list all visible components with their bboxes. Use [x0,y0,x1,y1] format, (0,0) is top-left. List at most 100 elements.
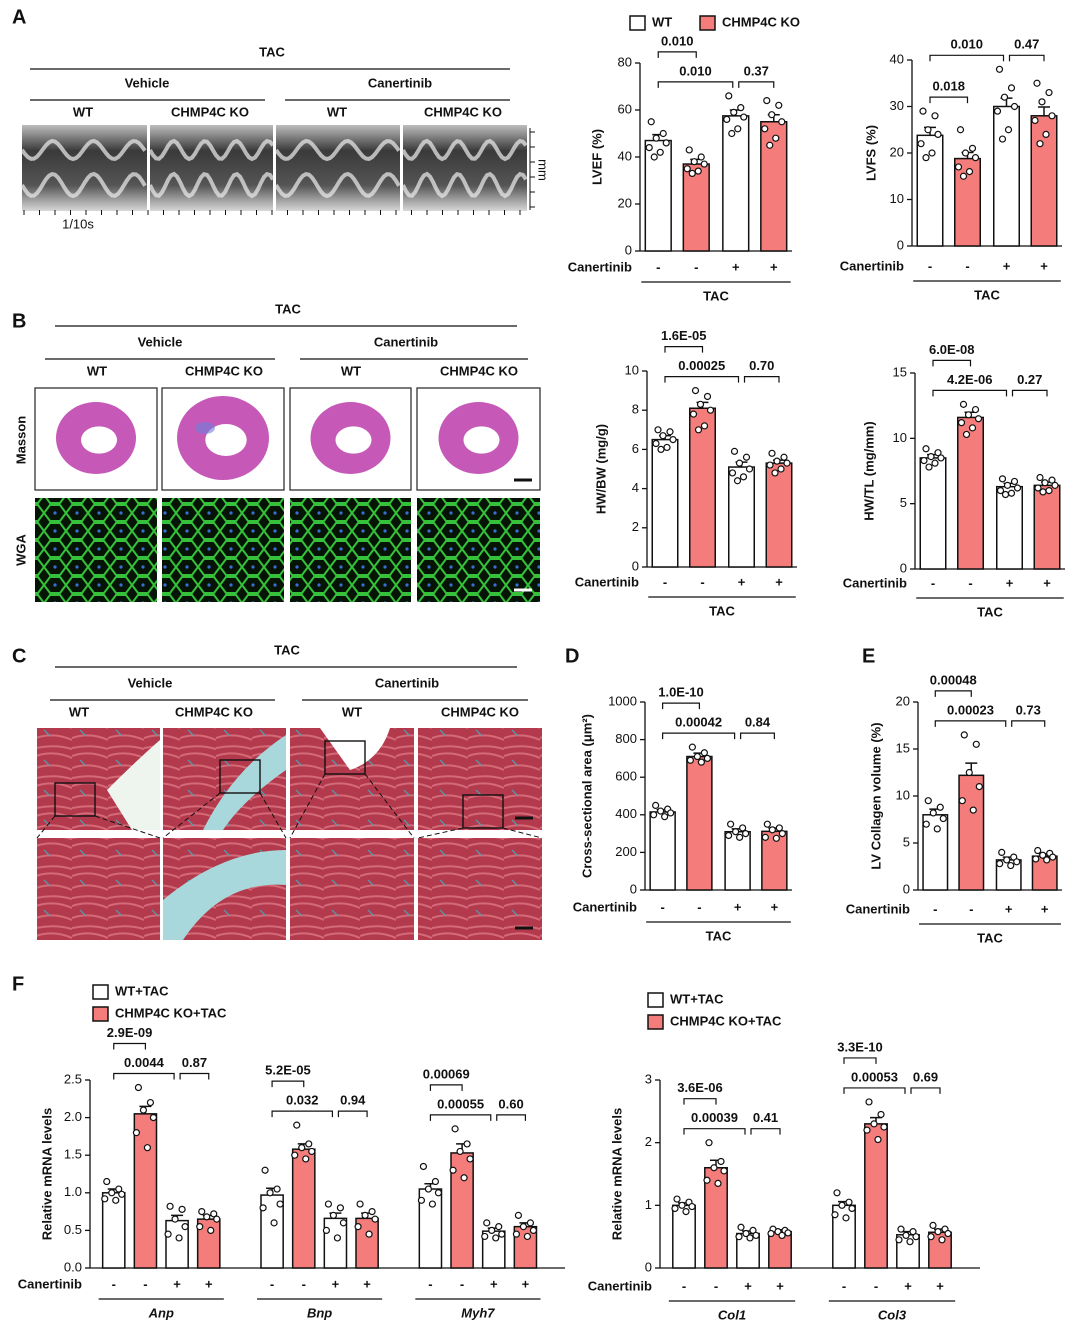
row-label: Canertinib [846,901,910,916]
y-tick-label: 1.5 [64,1147,82,1162]
treatment-sign: - [842,1278,846,1293]
data-point [736,833,744,841]
significance-bracket [429,1084,463,1091]
zoom-box [54,782,96,817]
data-point [196,1223,204,1231]
data-point [1039,488,1047,496]
row-label: WGA [13,534,28,566]
p-value: 0.60 [498,1096,523,1111]
data-point [1007,84,1016,92]
data-point [324,1200,333,1208]
bar [101,1192,126,1269]
data-point [874,1135,882,1144]
data-point [682,1207,690,1216]
bar [919,457,947,570]
p-value: 0.37 [744,63,769,78]
data-point [934,1228,942,1236]
p-value: 0.00023 [947,702,994,717]
condition-label: Vehicle [125,75,170,90]
data-point [964,411,973,419]
data-point [863,1126,871,1134]
zoom-line [94,815,161,839]
data-point [725,831,733,840]
significance-bracket [662,702,700,710]
data-point [768,111,776,119]
legend-swatch [92,1006,109,1022]
significance-bracket [683,1128,746,1135]
significance-bracket [113,1042,147,1050]
data-point [149,1113,158,1122]
data-point [428,1200,437,1208]
data-point [728,469,737,477]
data-point [671,1204,679,1213]
panel-letter: B [12,310,26,332]
treatment-sign: - [428,1276,432,1291]
wga-image [290,498,411,602]
treatment-sign: + [1043,575,1051,590]
data-point [143,1144,152,1152]
treatment-sign: - [460,1276,464,1291]
echo-image [403,125,527,211]
data-point [694,167,702,175]
data-point [971,405,980,414]
data-point [495,1223,503,1231]
y-tick-label: 40 [890,51,904,66]
data-point [492,1234,500,1242]
data-point [902,1231,910,1240]
significance-bracket [1011,720,1046,727]
data-point [108,1189,116,1197]
y-tick-label: 80 [618,54,632,69]
zoom-line [502,827,543,839]
data-point [700,749,708,757]
treatment-sign: - [714,1278,718,1293]
data-point [775,101,783,109]
significance-bracket [740,732,775,740]
data-point [960,731,968,739]
data-point [1001,490,1010,499]
heart-lumen [81,426,117,454]
y-tick-label: 2 [645,1134,652,1149]
significance-bracket [664,376,740,383]
genotype-label: CHMP4C KO [441,704,519,719]
significance-bracket [496,1114,527,1121]
panel-letter: C [12,645,26,667]
data-point [934,130,942,138]
p-value: 1.6E-05 [661,328,707,343]
data-point [956,126,965,134]
p-value: 4.2E-06 [947,372,993,387]
p-value: 2.9E-09 [107,1025,153,1040]
y-axis-label: HW/BW (mg/g) [593,424,608,514]
data-point [717,1157,725,1166]
data-point [974,415,983,423]
echo-trace [401,138,528,162]
time-scale: 1/10s [62,216,94,231]
data-point [293,1121,301,1129]
data-point [705,1139,713,1147]
data-point [519,1223,528,1231]
data-point [512,1230,521,1238]
panel-letter: A [12,6,26,28]
data-point [931,459,939,467]
treatment-sign: + [205,1276,213,1291]
treatment-sign: + [936,1278,944,1293]
bar [728,466,755,568]
data-point [1034,484,1042,492]
data-point [1039,851,1047,859]
data-point [1042,130,1050,138]
data-point [737,104,745,112]
data-point [333,1234,342,1242]
data-point [763,820,771,828]
treatment-sign: - [697,899,701,914]
y-tick-label: 1000 [608,693,637,708]
data-point [689,410,698,418]
data-point [259,1204,267,1212]
bar [651,438,679,568]
data-point [213,1215,221,1223]
treatment-sign: - [143,1276,147,1291]
data-point [1010,102,1019,111]
data-point [498,1230,506,1238]
data-point [198,1207,206,1216]
data-point [929,809,937,817]
data-point [727,820,735,828]
legend-swatch [699,15,716,31]
